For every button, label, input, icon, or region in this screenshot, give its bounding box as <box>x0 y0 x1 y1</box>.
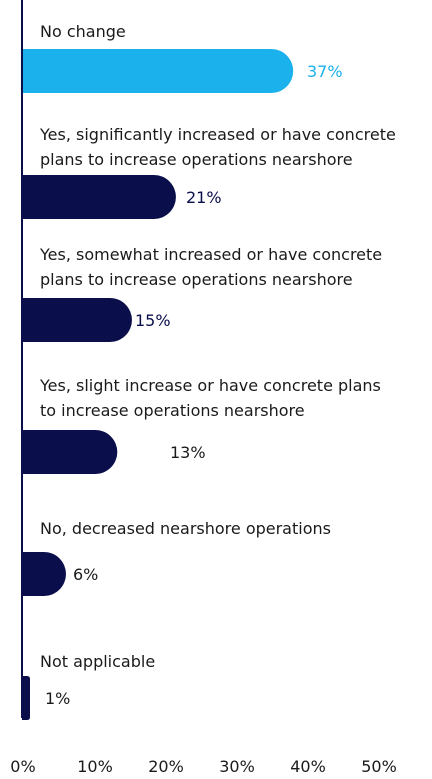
value-labels-group: 37% 21% 15% 13% 6% 1% <box>45 62 343 708</box>
x-tick-label: 20% <box>148 757 184 776</box>
value-label: 6% <box>73 565 98 584</box>
value-label: 1% <box>45 689 70 708</box>
category-label: Yes, somewhat increased or have concrete <box>39 245 382 264</box>
category-label: plans to increase operations nearshore <box>40 270 353 289</box>
value-label: 15% <box>135 311 171 330</box>
x-tick-label: 10% <box>77 757 113 776</box>
value-label: 21% <box>186 188 222 207</box>
x-tick-label: 30% <box>219 757 255 776</box>
x-tick-label: 0% <box>10 757 35 776</box>
bar <box>22 298 132 342</box>
bar <box>22 430 118 474</box>
category-label: No, decreased nearshore operations <box>40 519 331 538</box>
category-label: plans to increase operations nearshore <box>40 150 353 169</box>
x-tick-label: 50% <box>361 757 397 776</box>
bar <box>22 49 294 93</box>
x-tick-labels-group: 0% 10% 20% 30% 40% 50% <box>10 757 396 776</box>
bars-group <box>22 49 294 720</box>
x-tick-label: 40% <box>290 757 326 776</box>
category-label: to increase operations nearshore <box>40 401 305 420</box>
category-labels-group: No change Yes, significantly increased or… <box>39 22 396 671</box>
bar <box>22 552 66 596</box>
category-label: Yes, significantly increased or have con… <box>39 125 396 144</box>
category-label: Not applicable <box>40 652 155 671</box>
bar <box>22 175 176 219</box>
category-label: Yes, slight increase or have concrete pl… <box>39 376 381 395</box>
value-label: 37% <box>307 62 343 81</box>
bar <box>22 676 30 720</box>
category-label: No change <box>40 22 126 41</box>
value-label: 13% <box>170 443 206 462</box>
